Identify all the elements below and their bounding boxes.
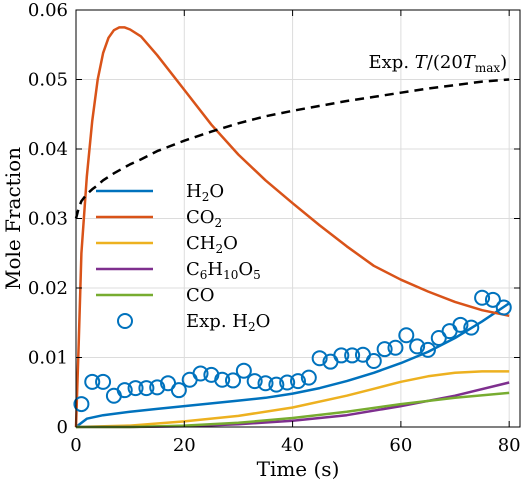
marker-exp-h-o <box>365 352 382 369</box>
y-tick-label: 0.03 <box>28 209 68 230</box>
marker-exp-h-o <box>170 382 187 399</box>
marker-exp-h-o <box>474 289 491 306</box>
marker-exp-h-o <box>192 365 209 382</box>
legend-label: CO <box>186 285 215 306</box>
marker-exp-h-o <box>257 375 274 392</box>
marker-exp-h-o <box>73 396 90 413</box>
annotation-temperature: Exp. T/(20Tmax) <box>369 52 508 75</box>
legend-label: H2O <box>186 181 224 204</box>
marker-exp-h-o <box>225 372 242 389</box>
x-tick-label: 40 <box>281 435 304 456</box>
marker-exp-h-o <box>105 387 122 404</box>
legend: H2O CO2 CH2O C6H10O5 CO Exp. H2O <box>96 181 270 334</box>
marker-exp-h-o <box>116 382 133 399</box>
marker-exp-h-o <box>95 373 112 390</box>
series-line-exp-t-20t-max- <box>74 78 510 219</box>
x-tick-label: 80 <box>498 435 521 456</box>
y-tick-label: 0.05 <box>28 70 68 91</box>
annotation-close: ) <box>500 52 507 73</box>
annotation-ratio: /(20 <box>427 52 463 73</box>
marker-exp-h-o <box>463 319 480 336</box>
marker-exp-h-o <box>398 327 415 344</box>
series-layer <box>73 26 512 429</box>
y-tick-label: 0.04 <box>28 139 68 160</box>
marker-exp-h-o <box>149 379 166 396</box>
marker-exp-h-o <box>311 350 328 367</box>
marker-exp-h-o <box>214 371 231 388</box>
marker-exp-h-o <box>333 347 350 364</box>
marker-exp-h-o <box>387 339 404 356</box>
marker-exp-h-o <box>419 341 436 358</box>
legend-label: CO2 <box>186 207 222 230</box>
y-tick-label: 0.02 <box>28 278 68 299</box>
marker-exp-h-o <box>495 299 512 316</box>
legend-marker <box>117 313 133 329</box>
annotation-t: T <box>415 52 429 73</box>
series-line-h-o <box>75 302 510 428</box>
marker-exp-h-o <box>235 362 252 379</box>
series-line-ch-o <box>75 370 510 429</box>
legend-label: CH2O <box>186 233 238 256</box>
marker-exp-h-o <box>84 373 101 390</box>
marker-exp-h-o <box>246 373 263 390</box>
annotation-tmax: T <box>463 52 477 73</box>
marker-exp-h-o <box>138 380 155 397</box>
series-line-co- <box>74 26 510 428</box>
legend-label: Exp. H2O <box>186 311 270 334</box>
y-tick-label: 0.01 <box>28 348 68 369</box>
marker-exp-h-o <box>452 316 469 333</box>
marker-exp-h-o <box>376 341 393 358</box>
marker-exp-h-o <box>300 369 317 386</box>
annotation-prefix: Exp. <box>369 52 415 73</box>
legend-label: C6H10O5 <box>186 259 261 282</box>
marker-exp-h-o <box>290 373 306 390</box>
marker-exp-h-o <box>484 291 501 308</box>
marker-exp-h-o <box>127 380 144 397</box>
marker-exp-h-o <box>409 338 426 355</box>
marker-exp-h-o <box>268 376 285 393</box>
y-tick-label: 0.06 <box>28 0 68 21</box>
x-tick-label: 60 <box>389 435 412 456</box>
y-tick-label: 0 <box>57 417 68 438</box>
marker-exp-h-o <box>344 347 361 364</box>
y-axis-label: Mole Fraction <box>1 147 25 290</box>
marker-exp-h-o <box>279 374 296 391</box>
axis-ticks: 0 20 40 60 80 0 0.01 0.02 0.03 0.04 0.05 0.06 <box>28 0 521 456</box>
annotation-max-subscript: max <box>475 61 501 75</box>
x-tick-label: 0 <box>70 435 81 456</box>
x-axis-label: Time (s) <box>257 457 340 481</box>
x-tick-label: 20 <box>173 435 196 456</box>
